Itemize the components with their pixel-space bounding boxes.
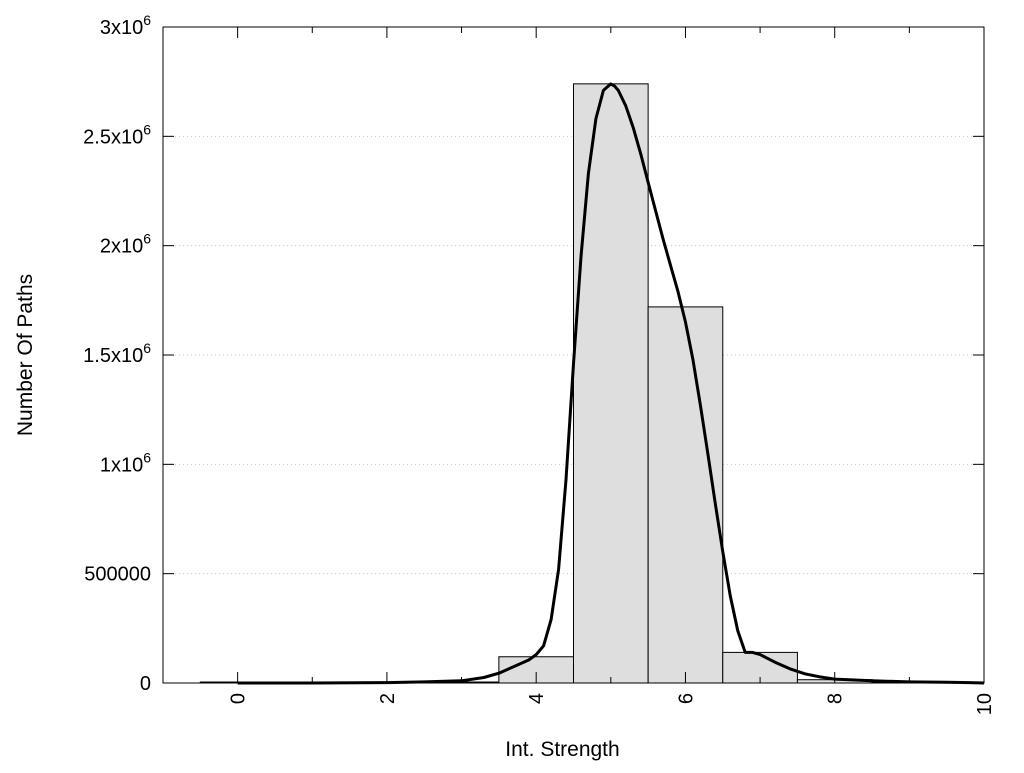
y-axis-title: Number Of Paths [14,274,37,436]
x-tick-label: 2 [377,693,399,704]
histogram-bar [573,83,649,684]
fit-curve-layer [237,82,985,685]
y-tick-label: 500000 [84,564,151,586]
y-tick-label: 2.5x106 [83,121,151,148]
y-tick-label: 3x106 [100,12,151,39]
x-tick-label: 0 [228,693,250,704]
x-axis-title: Int. Strength [505,738,619,761]
histogram-bars [199,83,985,684]
y-tick-label: 1x106 [100,449,151,476]
x-tick-label: 8 [825,693,847,704]
x-tick-label: 4 [526,693,548,704]
y-tick-label: 2x106 [100,231,151,258]
x-tick-label: 6 [675,693,697,704]
y-tick-label: 1.5x106 [83,340,151,367]
gridlines [163,135,984,575]
y-tick-label: 0 [140,673,151,695]
y-axis-ticks: 0 500000 1x106 1.5x106 2x106 2.5x106 3x106 [83,12,984,695]
x-tick-label: 10 [974,693,996,715]
histogram-bar [647,306,724,684]
x-axis-ticks: 0 2 4 6 8 10 [228,27,996,715]
fit-curve [237,82,985,685]
